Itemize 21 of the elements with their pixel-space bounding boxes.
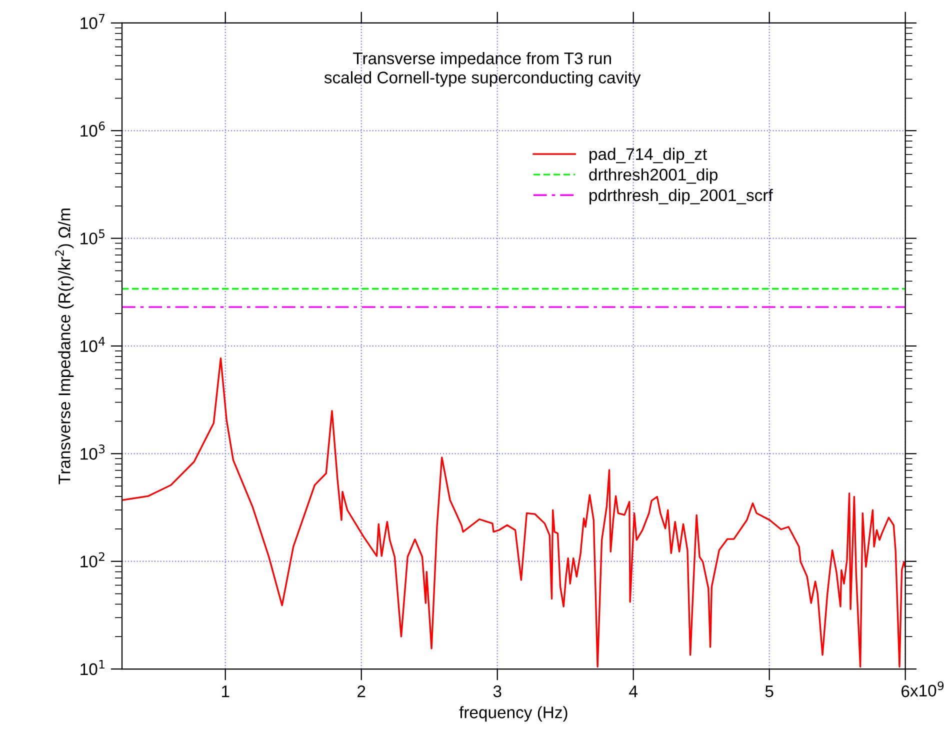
x-tick-label: 1 xyxy=(222,686,230,698)
text: Transverse impedance from T3 run xyxy=(353,52,611,68)
y-tick-label: 10$^{3}$ xyxy=(80,444,105,460)
legend-label: drthresh2001_dip xyxy=(589,168,718,184)
legend-label: pad_714_dip_zt xyxy=(590,148,707,164)
x-tick-label: 6 xyxy=(902,685,910,698)
text: scaled Cornell-type superconducting cavity xyxy=(324,71,641,87)
x-tick-label: 5 xyxy=(765,686,774,698)
text: x10$^{9}$ xyxy=(910,681,944,697)
y-axis-title: Transverse Impedance (R(r)/kr$^{2}$) Ω/m xyxy=(55,208,74,484)
x-tick-label: 2 xyxy=(358,685,366,698)
legend-label: pdrthresh_dip_2001_scrf xyxy=(590,188,773,204)
y-tick-label: 10$^{5}$ xyxy=(80,229,104,244)
y-tick-label: 10$^{2}$ xyxy=(80,552,104,568)
y-tick-label: 10$^{7}$ xyxy=(80,14,104,30)
y-tick-label: 10$^{6}$ xyxy=(80,122,105,137)
x-tick-label: 4 xyxy=(629,686,638,698)
x-tick-label: 3 xyxy=(493,685,502,698)
x-axis-title: frequency (Hz) xyxy=(459,706,568,722)
y-tick-label: 10$^{1}$ xyxy=(80,660,104,676)
y-tick-label: 10$^{4}$ xyxy=(80,337,105,352)
